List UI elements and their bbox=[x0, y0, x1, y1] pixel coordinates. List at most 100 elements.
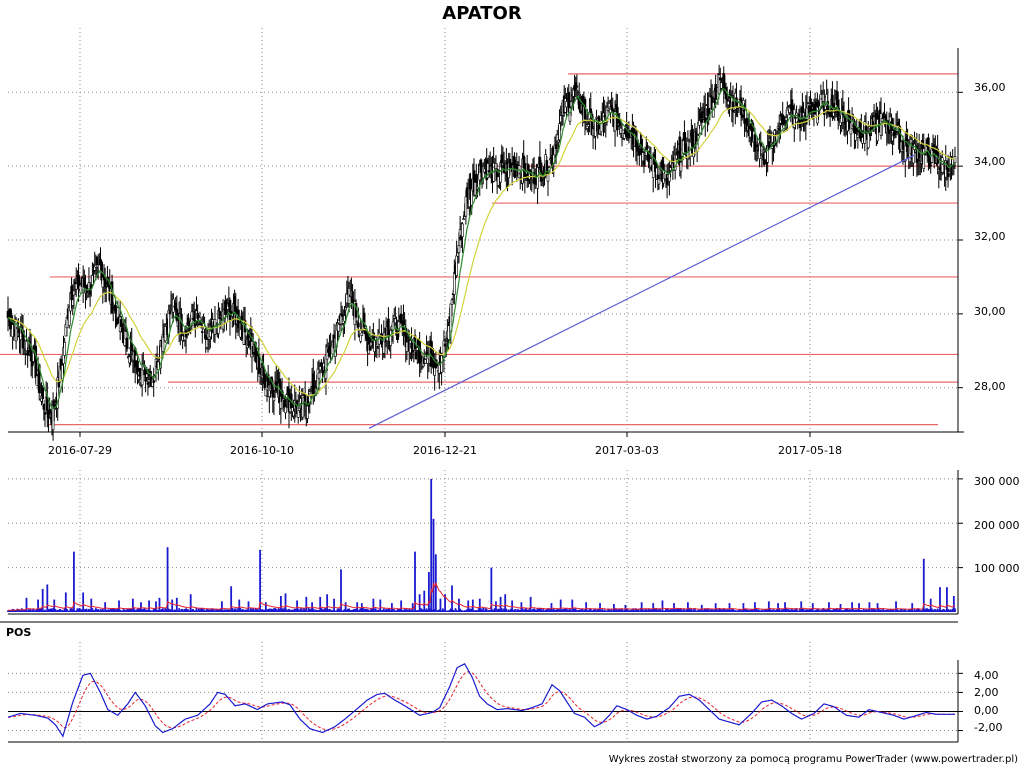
volume-bar bbox=[816, 608, 819, 612]
volume-bar bbox=[952, 596, 955, 612]
volume-bar bbox=[451, 585, 453, 612]
volume-bar bbox=[288, 608, 290, 612]
volume-bar bbox=[81, 609, 83, 612]
volume-bar bbox=[902, 610, 904, 612]
volume-bar bbox=[417, 610, 420, 612]
volume-bar bbox=[525, 608, 527, 612]
volume-bar bbox=[604, 610, 607, 612]
volume-bar bbox=[563, 608, 566, 612]
volume-bar bbox=[745, 609, 748, 612]
volume-bar bbox=[59, 608, 61, 612]
volume-bar bbox=[776, 609, 778, 612]
candle-body bbox=[883, 113, 886, 116]
volume-bar bbox=[270, 608, 273, 612]
volume-bar bbox=[19, 610, 22, 612]
candle-body bbox=[318, 366, 322, 371]
volume-bar bbox=[223, 609, 226, 612]
volume-bar bbox=[728, 603, 731, 612]
volume-bar bbox=[343, 609, 346, 612]
volume-bar bbox=[150, 610, 153, 612]
price-axes bbox=[8, 48, 964, 437]
volume-bar bbox=[906, 610, 909, 612]
volume-bar bbox=[207, 609, 209, 612]
date-tick-label: 2016-10-10 bbox=[230, 444, 294, 457]
volume-bar bbox=[36, 608, 38, 612]
volume-bar bbox=[606, 610, 608, 612]
candle-body bbox=[317, 372, 321, 379]
volume-bar bbox=[930, 608, 933, 612]
volume-bar bbox=[808, 609, 811, 612]
volume-bar bbox=[616, 609, 619, 612]
volume-bar bbox=[192, 608, 194, 612]
volume-bar bbox=[233, 608, 236, 612]
volume-bar bbox=[389, 609, 392, 612]
volume-bar bbox=[948, 610, 951, 612]
volume-bar bbox=[673, 603, 675, 612]
short-moving-average-line bbox=[7, 88, 956, 410]
volume-bar bbox=[859, 609, 862, 612]
volume-bar bbox=[126, 608, 128, 612]
candle-body bbox=[136, 360, 139, 372]
volume-bar bbox=[329, 609, 332, 612]
volume-bar bbox=[898, 610, 901, 612]
volume-bar bbox=[654, 609, 657, 612]
volume-bar bbox=[52, 608, 54, 612]
volume-bar bbox=[785, 608, 788, 612]
candle-body bbox=[462, 218, 465, 221]
long-moving-average-line bbox=[7, 105, 956, 397]
volume-bar bbox=[111, 608, 113, 612]
volume-y-tick-label: 200 000 bbox=[974, 519, 1020, 532]
volume-bar bbox=[97, 609, 100, 612]
volume-bar bbox=[946, 587, 948, 612]
volume-bar bbox=[370, 608, 372, 612]
volume-bar bbox=[327, 609, 330, 612]
volume-bar bbox=[499, 596, 502, 612]
volume-bar bbox=[248, 610, 251, 612]
volume-bar bbox=[788, 609, 791, 612]
volume-bar bbox=[447, 610, 450, 612]
volume-bar bbox=[477, 608, 480, 612]
volume-bar bbox=[144, 609, 147, 612]
volume-bar bbox=[789, 609, 792, 612]
volume-bar bbox=[675, 608, 678, 612]
candle-body bbox=[46, 397, 49, 412]
volume-bar bbox=[638, 610, 641, 612]
candle-body bbox=[447, 325, 450, 340]
volume-bar bbox=[67, 610, 70, 612]
volume-bar bbox=[315, 610, 318, 612]
candle-body bbox=[518, 172, 522, 175]
volume-bar bbox=[537, 609, 540, 612]
volume-bar bbox=[260, 609, 263, 612]
volume-bar bbox=[699, 608, 702, 612]
volume-bar bbox=[98, 610, 101, 612]
volume-bar bbox=[719, 608, 722, 612]
volume-axes bbox=[8, 470, 959, 615]
volume-bar bbox=[381, 609, 384, 612]
volume-bar bbox=[889, 608, 892, 612]
date-axis-labels: 2016-07-29 2016-10-10 2016-12-21 2017-03… bbox=[48, 444, 842, 457]
volume-bar bbox=[187, 609, 190, 612]
volume-bar bbox=[427, 572, 430, 612]
volume-bar bbox=[282, 608, 285, 612]
volume-bar bbox=[717, 610, 719, 612]
volume-bar bbox=[359, 608, 362, 612]
volume-bar bbox=[473, 610, 475, 612]
candle-body bbox=[856, 134, 860, 138]
volume-bar bbox=[74, 610, 76, 612]
price-y-axis-labels: 28,00 30,00 32,00 34,00 36,00 bbox=[974, 81, 1006, 393]
candle-body bbox=[679, 161, 683, 172]
volume-bar bbox=[7, 610, 9, 612]
volume-bar bbox=[426, 609, 429, 612]
candle-body bbox=[200, 331, 204, 333]
volume-bar bbox=[896, 609, 899, 612]
volume-bar bbox=[168, 609, 171, 612]
volume-bar bbox=[625, 608, 628, 612]
volume-bar bbox=[530, 610, 533, 612]
volume-bar bbox=[224, 609, 227, 612]
volume-bar bbox=[83, 609, 86, 612]
volume-bar bbox=[299, 608, 302, 612]
volume-bar bbox=[744, 608, 747, 612]
volume-bar bbox=[893, 610, 896, 612]
volume-bar bbox=[647, 608, 650, 612]
volume-bar bbox=[818, 610, 821, 612]
